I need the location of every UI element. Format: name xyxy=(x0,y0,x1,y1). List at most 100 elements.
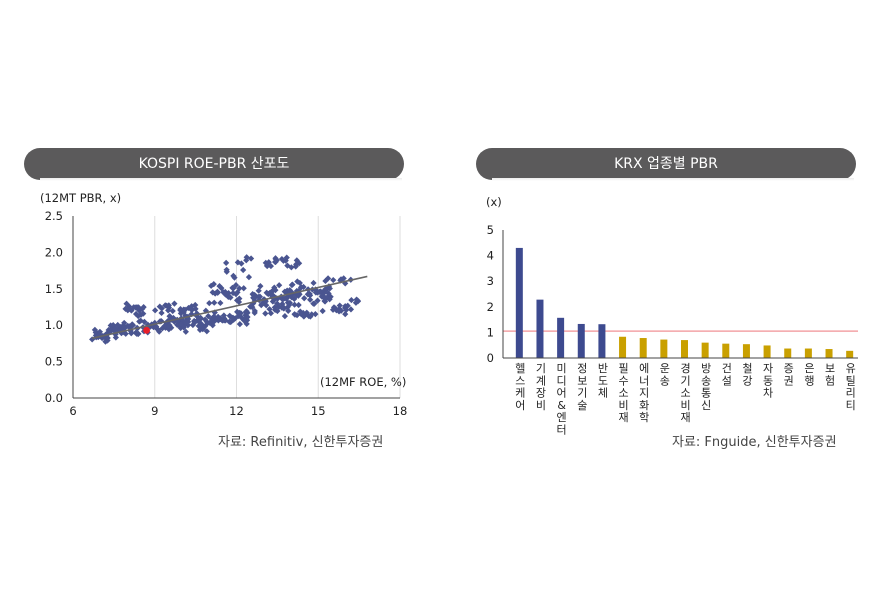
bar xyxy=(784,348,792,358)
bar xyxy=(536,299,544,358)
bar xyxy=(825,349,833,358)
bar xyxy=(598,324,606,358)
scatter-point xyxy=(262,310,269,317)
scatter-point xyxy=(271,258,279,266)
scatter-point xyxy=(125,305,132,312)
bar xyxy=(763,345,771,358)
bar-y-tick-label: 3 xyxy=(487,274,494,288)
bar xyxy=(742,344,750,358)
scatter-point xyxy=(289,281,296,288)
scatter-point xyxy=(201,316,209,323)
scatter-point xyxy=(291,311,299,318)
y-tick-label: 1.0 xyxy=(45,318,63,332)
bar-axes: 0 1 2 3 4 5 xyxy=(487,223,858,365)
scatter-point xyxy=(274,300,281,307)
scatter-point xyxy=(140,310,147,317)
scatter-point xyxy=(278,304,285,311)
scatter-point xyxy=(295,301,302,309)
x-axis-label: (12MF ROE, %) xyxy=(320,375,406,389)
scatter-point xyxy=(342,311,349,318)
bar-title-bar: KRX 업종별 PBR xyxy=(476,148,856,180)
bar-y-tick-label: 4 xyxy=(487,249,494,263)
scatter-point xyxy=(264,262,271,269)
scatter-point xyxy=(223,259,230,266)
scatter-point xyxy=(217,299,224,307)
scatter-point xyxy=(182,319,189,326)
scatter-point xyxy=(354,297,361,304)
scatter-point xyxy=(333,307,340,314)
y-tick-label: 1.5 xyxy=(45,282,63,296)
bar xyxy=(577,323,585,358)
scatter-point xyxy=(307,296,314,303)
scatter-point xyxy=(222,317,229,324)
scatter-point xyxy=(208,315,215,323)
scatter-point xyxy=(267,310,274,317)
scatter-point xyxy=(336,305,343,312)
scatter-point xyxy=(171,300,178,307)
scatter-point xyxy=(311,300,318,307)
scatter-point xyxy=(337,277,344,284)
scatter-point xyxy=(297,310,305,318)
scatter-point xyxy=(135,330,142,337)
bar-title-shadow xyxy=(492,178,854,181)
scatter-grid xyxy=(154,216,401,398)
scatter-axes: 0.0 0.5 1.0 1.5 2.0 2.5 6 9 12 15 18 xyxy=(45,209,408,418)
bar-y-tick-label: 2 xyxy=(487,300,494,314)
scatter-title-shadow xyxy=(40,178,402,181)
scatter-point xyxy=(165,302,172,309)
scatter-point xyxy=(208,282,215,289)
bar-y-axis-label: (x) xyxy=(486,195,502,209)
scatter-point xyxy=(301,295,308,302)
y-axis-label: (12MT PBR, x) xyxy=(40,191,121,205)
y-tick-label: 2.5 xyxy=(45,209,63,223)
scatter-panel: KOSPI ROE-PBR 산포도 xyxy=(24,148,404,180)
scatter-point xyxy=(312,311,319,318)
scatter-point xyxy=(321,298,329,305)
scatter-point xyxy=(288,294,295,301)
scatter-point xyxy=(243,320,250,328)
bars xyxy=(515,247,854,358)
x-tick-label: 9 xyxy=(151,404,158,418)
scatter-point xyxy=(96,328,104,335)
scatter-point xyxy=(137,311,145,318)
scatter-point xyxy=(232,282,240,289)
scatter-point xyxy=(166,322,173,329)
scatter-point xyxy=(165,326,173,333)
bar-y-tick-label: 0 xyxy=(487,351,494,365)
scatter-point xyxy=(276,282,283,289)
scatter-point xyxy=(128,330,135,337)
bar xyxy=(701,342,709,358)
scatter-point xyxy=(197,321,204,329)
bar-chart: 0 1 2 3 4 5 헬 스 케 어 기 계 장 비 미 디 어 & 엔 터 정 보 기 술 반 도 체 필 수 소 비 재 에 너 지 화 학 운 송… xyxy=(486,195,858,437)
scatter-point xyxy=(126,324,133,331)
scatter-point xyxy=(156,328,163,335)
scatter-point xyxy=(191,318,198,325)
scatter-point xyxy=(321,288,328,295)
x-tick-label: 6 xyxy=(69,404,76,418)
bar xyxy=(619,336,627,358)
x-tick-label: 15 xyxy=(311,404,326,418)
scatter-point xyxy=(240,266,247,274)
scatter-point xyxy=(210,281,217,288)
scatter-points xyxy=(89,254,368,345)
scatter-point xyxy=(283,254,290,261)
scatter-point xyxy=(279,300,286,308)
bar-y-tick-label: 5 xyxy=(487,223,494,237)
x-tick-label: 12 xyxy=(229,404,244,418)
scatter-point xyxy=(330,304,338,311)
scatter-point xyxy=(281,313,289,320)
scatter-point xyxy=(124,322,131,329)
bar xyxy=(515,247,523,358)
scatter-point xyxy=(236,321,243,328)
scatter-title-bar: KOSPI ROE-PBR 산포도 xyxy=(24,148,404,180)
